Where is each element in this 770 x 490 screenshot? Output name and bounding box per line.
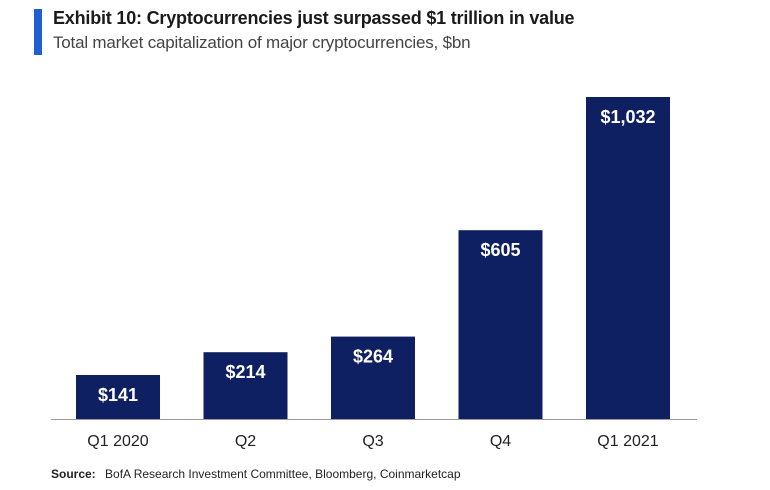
x-tick-label: Q3 — [362, 433, 383, 450]
bar-q3 — [331, 336, 415, 419]
source-label: Source: — [51, 467, 96, 481]
data-label: $214 — [225, 362, 265, 382]
data-label: $141 — [98, 385, 138, 405]
bar-q2 — [203, 352, 288, 419]
data-label: $264 — [353, 347, 393, 367]
x-tick-label: Q1 2021 — [597, 433, 658, 450]
bar-q1-2021 — [586, 97, 670, 419]
data-label: $605 — [480, 240, 520, 260]
x-tick-label: Q2 — [235, 433, 256, 450]
bar-q4 — [458, 230, 543, 419]
source-footer: Source: BofA Research Investment Committ… — [51, 467, 461, 481]
source-text: BofA Research Investment Committee, Bloo… — [105, 467, 461, 481]
chart-title: Exhibit 10: Cryptocurrencies just surpas… — [53, 8, 575, 28]
x-tick-label: Q4 — [490, 433, 511, 450]
header-accent-bar — [34, 9, 42, 55]
data-label: $1,032 — [600, 107, 655, 127]
x-tick-label: Q1 2020 — [87, 433, 148, 450]
chart-subtitle: Total market capitalization of major cry… — [53, 33, 471, 52]
bar-q1-2020 — [76, 375, 160, 419]
